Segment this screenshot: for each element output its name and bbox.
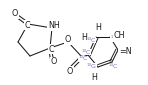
Text: O: O [12, 10, 18, 19]
Text: ¹³C: ¹³C [86, 37, 96, 42]
Text: C: C [48, 45, 54, 53]
Text: O: O [67, 66, 73, 75]
Text: H: H [81, 33, 87, 42]
Text: ¹³C: ¹³C [110, 36, 120, 41]
Text: H: H [91, 74, 97, 83]
Text: C: C [24, 20, 30, 29]
Text: O: O [51, 57, 57, 66]
Text: ¹³G: ¹³G [87, 63, 97, 69]
Text: NH: NH [48, 22, 60, 31]
Text: =N: =N [119, 48, 131, 57]
Text: ¹³C: ¹³C [78, 57, 88, 62]
Text: ¹³C: ¹³C [108, 65, 118, 70]
Text: ¹³C: ¹³C [81, 49, 91, 54]
Text: O: O [65, 36, 71, 45]
Text: CH: CH [113, 32, 125, 40]
Text: H: H [95, 23, 101, 32]
